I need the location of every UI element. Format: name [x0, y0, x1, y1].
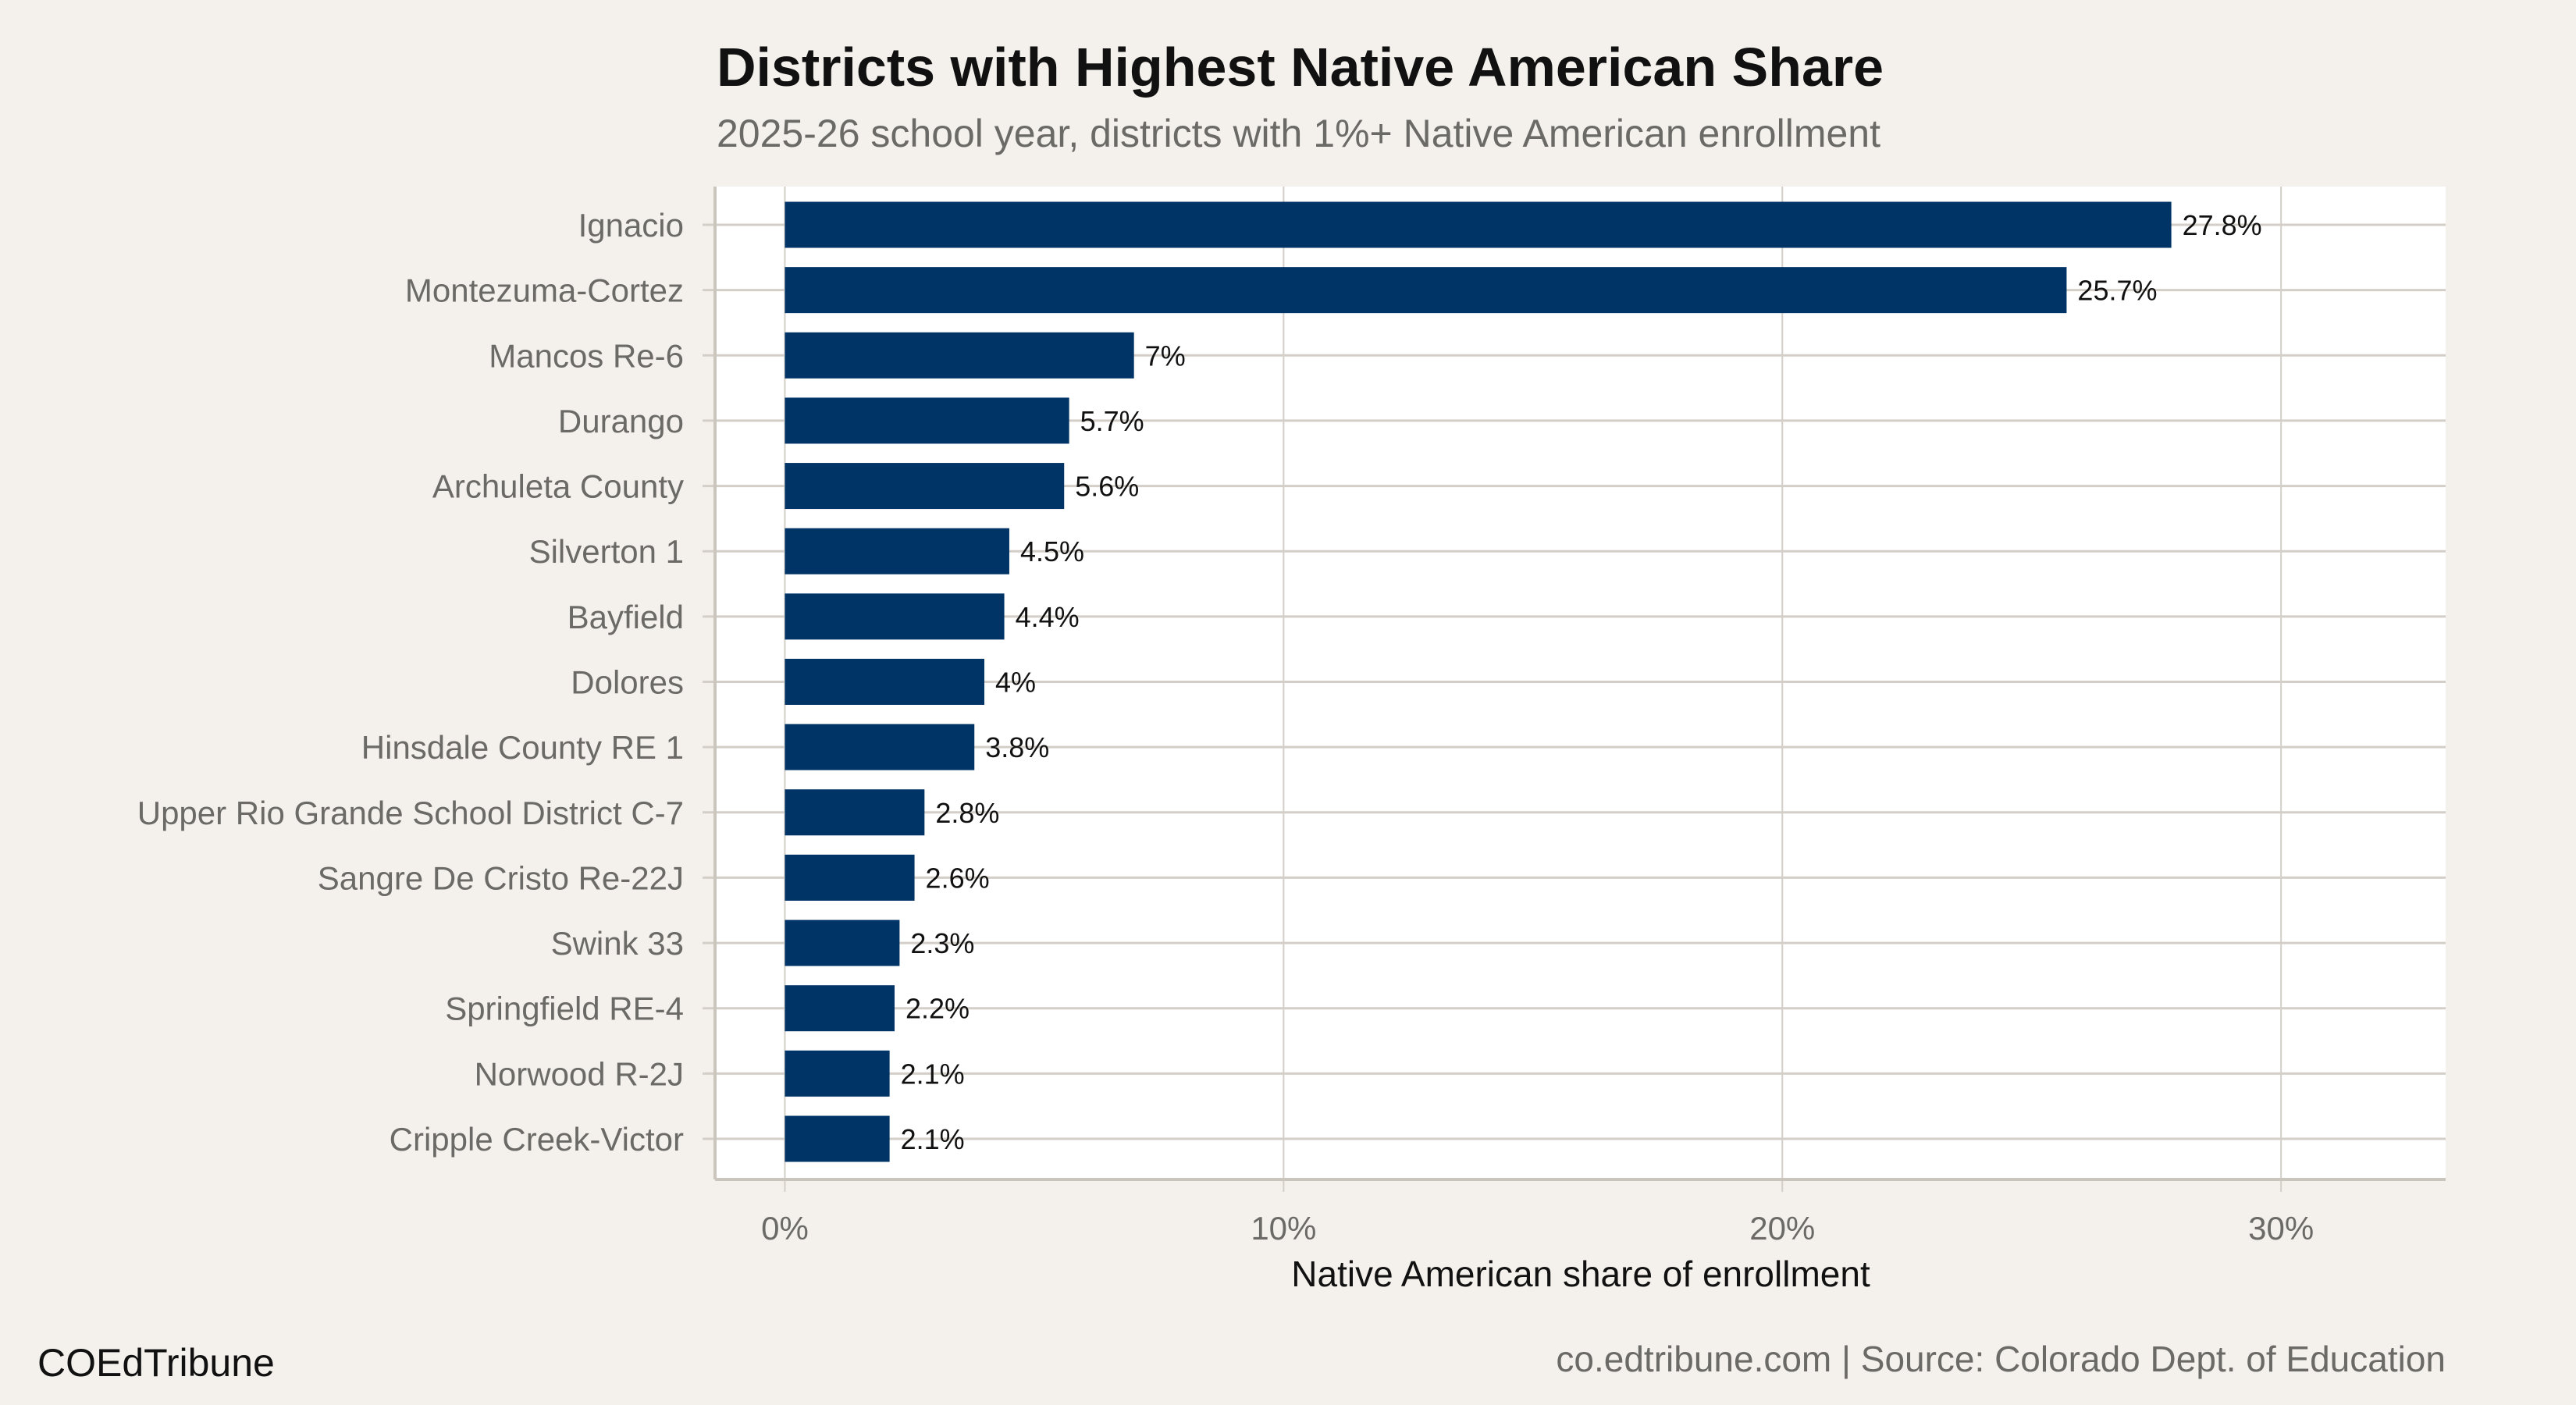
- bar: [785, 267, 2067, 314]
- source-caption: co.edtribune.com | Source: Colorado Dept…: [1556, 1339, 2446, 1379]
- y-tick-label: Mancos Re-6: [489, 337, 684, 374]
- y-tick-label: Upper Rio Grande School District C-7: [137, 795, 684, 831]
- x-axis-title: Native American share of enrollment: [1291, 1254, 1870, 1294]
- y-tick-label: Springfield RE-4: [445, 991, 684, 1027]
- data-label: 5.6%: [1075, 471, 1139, 503]
- y-tick-label: Norwood R-2J: [475, 1055, 684, 1092]
- x-axis-labels: 0% 10% 20% 30%: [761, 1210, 2314, 1247]
- x-tick-label: 0%: [761, 1210, 809, 1247]
- data-label: 27.8%: [2183, 209, 2262, 241]
- bar: [785, 463, 1065, 510]
- brand-logo-text: COEdTribune: [37, 1341, 275, 1385]
- y-tick-label: Swink 33: [551, 925, 684, 962]
- x-tick-label: 10%: [1251, 1210, 1316, 1247]
- y-tick-label: Bayfield: [568, 599, 684, 635]
- data-label: 4.5%: [1020, 535, 1084, 567]
- data-label: 7%: [1145, 340, 1186, 372]
- data-label: 5.7%: [1080, 405, 1144, 437]
- y-tick-label: Dolores: [571, 664, 684, 701]
- data-label: 2.1%: [901, 1058, 965, 1090]
- bar: [785, 397, 1069, 444]
- data-label: 2.3%: [910, 927, 974, 959]
- bar: [785, 201, 2172, 248]
- data-label: 25.7%: [2077, 275, 2157, 307]
- data-label: 4.4%: [1016, 601, 1080, 633]
- bar: [785, 593, 1005, 640]
- data-label: 2.2%: [906, 993, 970, 1025]
- y-tick-label: Cripple Creek-Victor: [390, 1121, 684, 1158]
- bar: [785, 528, 1009, 574]
- bar: [785, 919, 900, 966]
- bar: [785, 724, 975, 770]
- bar: [785, 985, 895, 1032]
- y-axis-labels: Ignacio Montezuma-Cortez Mancos Re-6 Durang…: [137, 207, 684, 1158]
- y-tick-label: Durango: [558, 403, 684, 439]
- x-tick-label: 30%: [2248, 1210, 2314, 1247]
- data-label: 2.6%: [926, 862, 990, 894]
- data-label: 3.8%: [985, 731, 1049, 763]
- bars: 27.8% 25.7% 7% 5.7% 5.6% 4.5% 4.4% 4% 3.8% 2.8% 2.…: [785, 201, 2262, 1162]
- chart-subtitle: 2025-26 school year, districts with 1%+ …: [717, 112, 1880, 155]
- y-tick-label: Silverton 1: [529, 533, 684, 570]
- x-tick-label: 20%: [1749, 1210, 1815, 1247]
- bar: [785, 854, 915, 901]
- bar: [785, 1050, 890, 1097]
- bar: [785, 659, 985, 705]
- data-label: 2.8%: [935, 797, 999, 829]
- y-tick-label: Hinsdale County RE 1: [361, 729, 684, 766]
- bar: [785, 332, 1134, 379]
- chart-title: Districts with Highest Native American S…: [717, 37, 1884, 98]
- data-label: 2.1%: [901, 1123, 965, 1155]
- bar: [785, 1115, 890, 1162]
- y-tick-label: Montezuma-Cortez: [405, 272, 684, 309]
- y-tick-label: Sangre De Cristo Re-22J: [318, 859, 684, 896]
- y-tick-label: Ignacio: [578, 207, 684, 244]
- y-tick-label: Archuleta County: [432, 468, 684, 505]
- data-label: 4%: [995, 667, 1036, 699]
- bar: [785, 789, 925, 836]
